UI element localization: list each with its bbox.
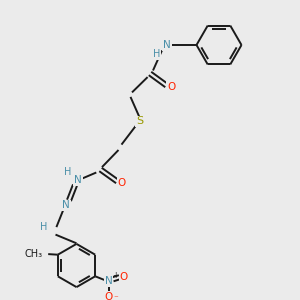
Text: O: O <box>117 178 126 188</box>
Text: N: N <box>105 276 112 286</box>
Text: +: + <box>112 271 119 280</box>
Text: H: H <box>153 49 161 59</box>
Text: H: H <box>64 167 72 177</box>
Text: N: N <box>62 200 70 211</box>
Text: N: N <box>74 175 82 185</box>
Text: O: O <box>105 292 113 300</box>
Text: CH₃: CH₃ <box>24 249 42 259</box>
Text: S: S <box>136 116 143 127</box>
Text: H: H <box>40 222 47 232</box>
Text: ⁻: ⁻ <box>113 294 118 300</box>
Text: N: N <box>163 40 170 50</box>
Text: O: O <box>120 272 128 282</box>
Text: O: O <box>167 82 175 92</box>
